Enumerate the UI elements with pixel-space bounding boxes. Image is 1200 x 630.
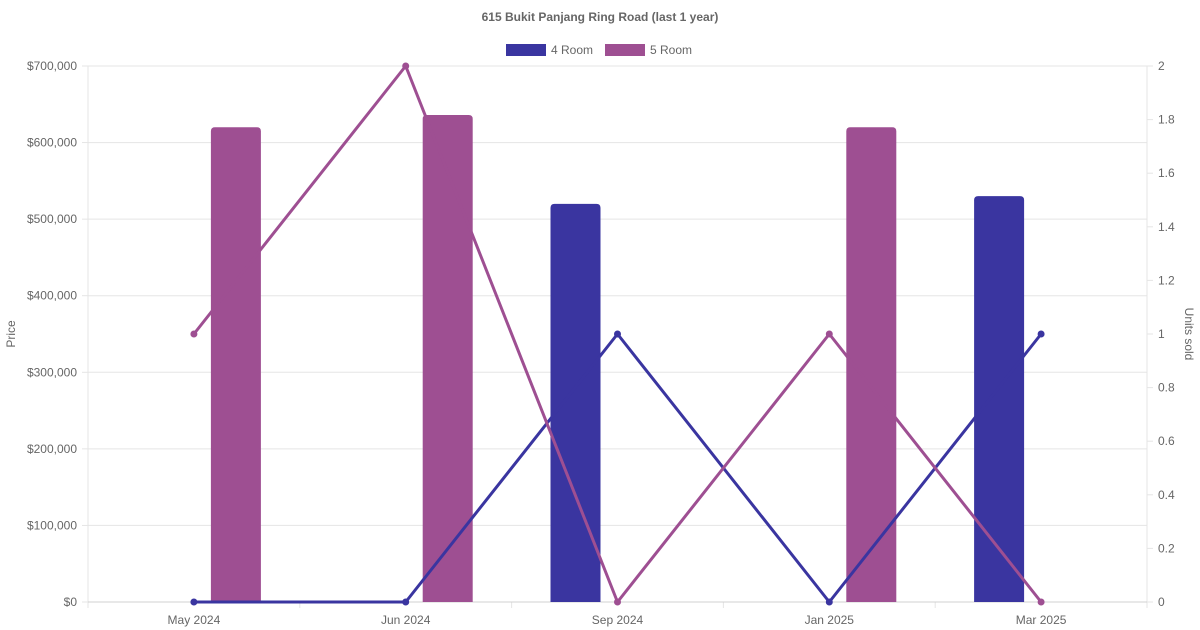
- right-tick-label: 1.4: [1158, 220, 1175, 234]
- left-axis-ticks: $0 $100,000 $200,000 $300,000 $400,000 $500,0…: [27, 59, 77, 609]
- x-tick-label: Jan 2025: [805, 613, 855, 627]
- right-tick-label: 1.6: [1158, 166, 1175, 180]
- right-tick-label: 1.8: [1158, 113, 1175, 127]
- point-5-room[interactable]: [190, 330, 198, 338]
- right-axis-ticks: 0 0.2 0.4 0.6 0.8 1 1.2 1.4 1.6 1.8 2: [1158, 59, 1175, 609]
- legend-swatch-5-room: [605, 44, 645, 56]
- right-tick-label: 0.2: [1158, 541, 1175, 555]
- y-axis-left-label: Price: [4, 320, 18, 348]
- legend-label-5-room: 5 Room: [650, 43, 692, 57]
- legend-swatch-4-room: [506, 44, 546, 56]
- right-tick-label: 0.6: [1158, 434, 1175, 448]
- bar-5-room[interactable]: [422, 115, 473, 603]
- point-4-room[interactable]: [402, 598, 410, 606]
- point-4-room[interactable]: [614, 330, 621, 338]
- point-5-room[interactable]: [402, 62, 410, 70]
- bar-5-room[interactable]: [846, 127, 897, 602]
- left-tick-label: $300,000: [27, 365, 77, 379]
- right-tick-label: 0.8: [1158, 381, 1175, 395]
- x-tick-label: Jun 2024: [381, 613, 431, 627]
- bar-4-room[interactable]: [974, 196, 1025, 602]
- point-5-room[interactable]: [825, 330, 833, 338]
- right-tick-label: 1: [1158, 327, 1165, 341]
- legend-label-4-room: 4 Room: [551, 43, 593, 57]
- point-5-room[interactable]: [614, 598, 621, 606]
- legend-item-4-room[interactable]: 4 Room: [506, 43, 593, 57]
- left-tick-label: $400,000: [27, 289, 77, 303]
- right-tick-label: 1.2: [1158, 273, 1175, 287]
- left-tick-label: $0: [64, 595, 78, 609]
- left-tick-label: $100,000: [27, 518, 77, 532]
- left-tick-label: $200,000: [27, 442, 77, 456]
- right-tick-label: 0: [1158, 595, 1165, 609]
- y-axis-right-label: Units sold: [1182, 308, 1196, 361]
- x-axis-ticks: May 2024 Jun 2024 Sep 2024 Jan 2025 Mar 2025: [168, 613, 1067, 627]
- x-tick-label: Sep 2024: [592, 613, 644, 627]
- left-tick-label: $700,000: [27, 59, 77, 73]
- right-tick-label: 2: [1158, 59, 1165, 73]
- legend: 4 Room 5 Room: [506, 43, 692, 57]
- bar-4-room[interactable]: [550, 203, 601, 603]
- grid: [82, 65, 1153, 608]
- point-5-room[interactable]: [1037, 598, 1045, 606]
- left-tick-label: $600,000: [27, 136, 77, 150]
- bar-5-room[interactable]: [210, 127, 261, 602]
- left-tick-label: $500,000: [27, 212, 77, 226]
- x-tick-label: Mar 2025: [1016, 613, 1067, 627]
- line-4-room: [193, 332, 1043, 604]
- point-4-room[interactable]: [190, 598, 198, 606]
- point-4-room[interactable]: [1037, 330, 1045, 338]
- legend-item-5-room[interactable]: 5 Room: [605, 43, 692, 57]
- lines: [190, 62, 1045, 606]
- chart-title: 615 Bukit Panjang Ring Road (last 1 year…: [482, 10, 719, 24]
- right-tick-label: 0.4: [1158, 488, 1175, 502]
- x-tick-label: May 2024: [168, 613, 221, 627]
- point-4-room[interactable]: [825, 598, 833, 606]
- bars: [210, 115, 1025, 603]
